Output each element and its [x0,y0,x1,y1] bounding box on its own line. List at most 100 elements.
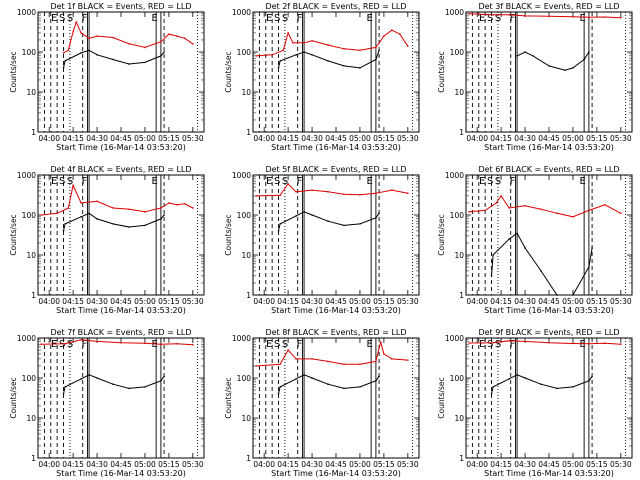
data-point-events [277,393,280,395]
y-tick-label: 1 [246,128,251,137]
y-tick-label: 10 [26,88,36,97]
time-marker-label: F [82,176,88,187]
y-axis-label: Counts/sec [9,51,18,92]
y-tick-label: 1000 [17,334,36,343]
data-point-lld [75,21,78,23]
time-marker-label: S [59,176,65,187]
data-point-lld [604,342,606,345]
data-point-events [303,51,305,53]
data-point-lld [327,44,329,46]
x-tick-label: 04:15 [277,460,299,469]
data-point-events [540,270,542,272]
data-point-events [62,393,65,395]
y-tick-label: 10 [26,414,36,423]
data-point-lld [112,36,114,39]
data-point-lld [255,365,257,367]
data-point-lld [391,29,393,32]
data-point-events [128,387,130,390]
x-tick-label: 04:15 [277,297,299,306]
data-point-lld [287,32,289,34]
y-axis-label: Counts/sec [224,214,233,255]
time-marker-label: E [51,176,57,187]
data-point-lld [548,15,550,18]
data-point-events [144,224,146,227]
data-point-lld [279,194,281,197]
data-point-lld [359,363,361,366]
panel-7: Det 7f BLACK = Events, RED = LLD 1 10 100 10… [9,328,205,478]
panel-title: Det 1f BLACK = Events, RED = LLD [50,2,191,11]
data-point-events [64,223,66,225]
panel-title: Det 9f BLACK = Events, RED = LLD [478,328,619,337]
data-point-lld [184,203,186,205]
y-tick-label: 1000 [232,8,251,17]
data-point-lld [524,204,526,207]
data-point-events [490,275,493,277]
data-point-lld [311,189,313,191]
x-tick-label: 04:30 [514,134,536,143]
panel-1: Det 1f BLACK = Events, RED = LLD 1 10 100 10… [9,2,205,152]
time-marker-label: S [274,13,280,24]
series-line-events [278,50,380,69]
x-tick-label: 05:30 [610,297,632,306]
time-marker-label: S [67,176,73,187]
data-point-events [295,215,297,217]
time-marker-label: S [487,176,493,187]
data-point-events [359,386,361,388]
y-tick-label: 1000 [445,334,464,343]
x-tick-label: 05:15 [158,134,180,143]
time-marker-label: F [82,339,88,350]
data-point-events [112,223,114,225]
x-tick-label: 05:00 [349,460,371,469]
x-tick-label: 04:00 [466,134,488,143]
data-point-events [311,54,313,56]
x-tick-label: 05:00 [134,460,156,469]
series-line-events [278,211,380,232]
x-tick-label: 04:00 [253,460,275,469]
time-marker-label: S [495,13,501,24]
data-point-lld [311,358,313,360]
data-point-lld [67,207,70,209]
plot-frame [252,11,420,133]
plot-frame [465,337,633,459]
time-marker-label: E [479,13,485,24]
time-marker-label: F [297,13,303,24]
time-marker-label: E [51,339,57,350]
data-point-events [375,380,377,382]
y-tick-label: 100 [450,211,465,220]
data-point-lld [572,216,574,218]
data-point-events [96,377,98,379]
data-point-events [277,230,280,232]
data-point-events [96,54,98,56]
y-axis-label: Counts/sec [9,214,18,255]
data-point-lld [56,212,58,215]
x-tick-label: 05:00 [562,297,584,306]
data-point-lld [391,358,393,360]
x-tick-label: 04:00 [466,460,488,469]
x-tick-label: 04:45 [325,297,347,306]
data-point-events [572,386,574,388]
panel-8: Det 8f BLACK = Events, RED = LLD 1 10 100 10… [224,328,420,478]
data-point-lld [500,195,502,197]
data-point-events [80,52,82,54]
data-point-events [508,238,510,240]
data-point-lld [492,341,494,344]
data-point-events [303,374,305,376]
data-point-lld [524,340,526,343]
data-point-lld [80,202,82,204]
data-point-lld [327,360,329,363]
data-point-lld [391,189,393,191]
x-tick-label: 04:15 [490,134,512,143]
data-point-events [62,230,65,232]
time-marker-label: S [282,176,288,187]
data-point-events [583,58,585,61]
time-marker-label: F [82,13,88,24]
panel-title: Det 8f BLACK = Events, RED = LLD [265,328,406,337]
data-point-events [303,211,305,213]
time-marker-label: S [495,339,501,350]
x-tick-label: 04:45 [110,460,132,469]
data-point-events [295,54,297,56]
x-axis-label: Start Time (16-Mar-14 03:53:20) [271,143,401,152]
data-point-events [112,383,114,385]
data-point-lld [144,342,146,345]
data-point-events [64,60,66,62]
